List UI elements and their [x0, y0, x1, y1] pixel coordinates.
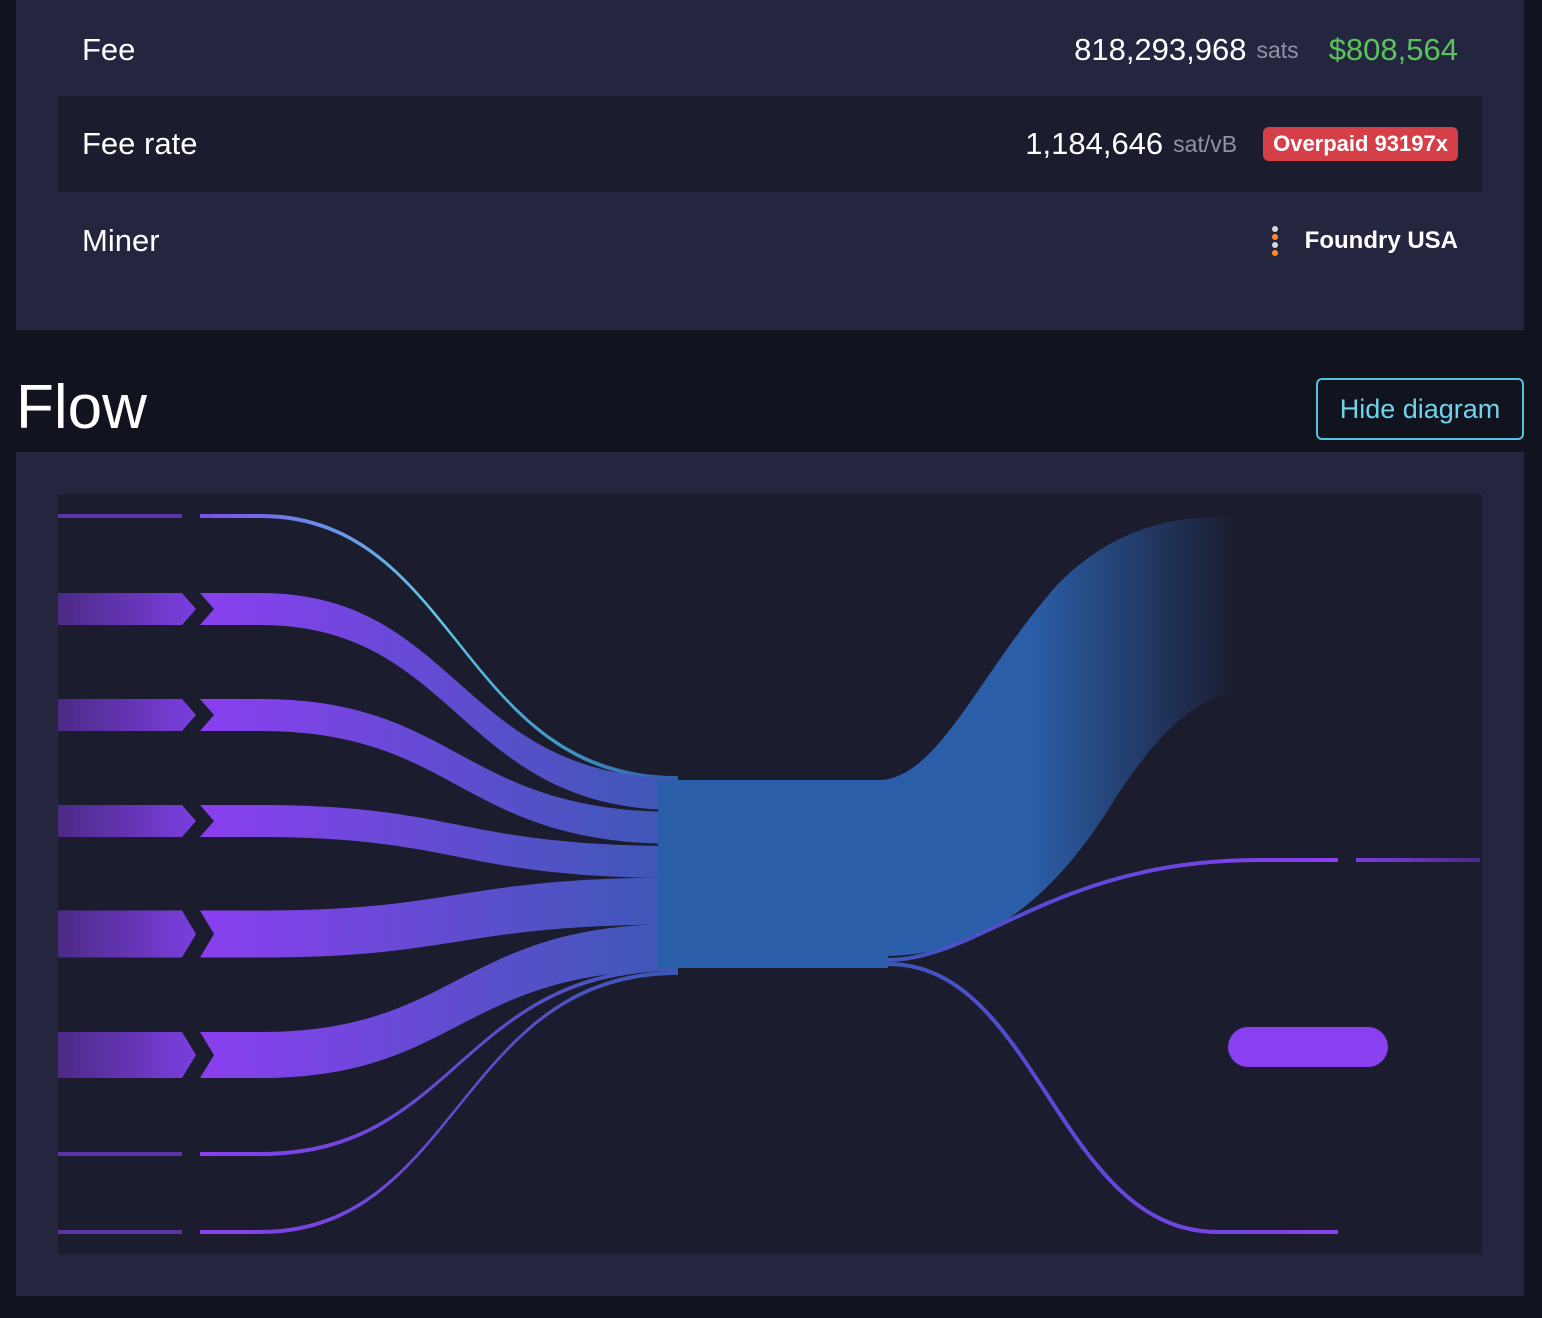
input-stub[interactable] — [58, 1152, 182, 1156]
miner-row: Miner Foundry USA — [58, 193, 1482, 289]
transaction-details-panel: Fee 818,293,968 sats $808,564 Fee rate 1… — [16, 0, 1524, 330]
fee-fiat-value[interactable]: $808,564 — [1328, 32, 1458, 67]
fee-sats-value: 818,293,968 — [1074, 32, 1247, 67]
transaction-hub[interactable] — [658, 780, 888, 968]
fee-rate-label: Fee rate — [82, 126, 198, 161]
fee-rate-value: 1,184,646 — [1025, 126, 1164, 161]
input-flow[interactable] — [200, 805, 678, 878]
op-return-output-flow[interactable] — [878, 516, 1238, 956]
fee-rate-values: 1,184,646 sat/vB Overpaid 93197x — [1025, 126, 1458, 162]
fee-rate-unit: sat/vB — [1173, 130, 1238, 157]
hide-diagram-button[interactable]: Hide diagram — [1316, 378, 1524, 440]
fee-values: 818,293,968 sats $808,564 — [1074, 32, 1458, 68]
input-flow[interactable] — [200, 514, 678, 780]
flow-diagram-canvas — [58, 494, 1482, 1254]
fee-label: Fee — [82, 32, 136, 67]
input-flow[interactable] — [200, 877, 678, 958]
input-flow[interactable] — [200, 699, 678, 844]
flow-diagram-svg — [58, 514, 1480, 1234]
input-stub[interactable] — [58, 1230, 182, 1234]
input-stub[interactable] — [58, 805, 196, 837]
input-stub[interactable] — [58, 910, 196, 958]
overpaid-badge: Overpaid 93197x — [1263, 127, 1458, 161]
input-flow[interactable] — [200, 924, 678, 1078]
output-flow[interactable] — [887, 858, 1338, 962]
fee-sats-unit: sats — [1256, 36, 1299, 63]
miner-name: Foundry USA — [1304, 227, 1458, 254]
fee-output-pill[interactable] — [1228, 1027, 1388, 1067]
output-stub[interactable] — [1356, 858, 1480, 862]
flow-section-title: Flow — [16, 373, 147, 442]
fee-rate-row: Fee rate 1,184,646 sat/vB Overpaid 93197… — [58, 96, 1482, 192]
input-flow[interactable] — [200, 593, 678, 810]
fee-row: Fee 818,293,968 sats $808,564 — [58, 2, 1482, 98]
miner-label: Miner — [82, 223, 160, 258]
foundry-logo-icon — [1271, 226, 1278, 256]
input-stub[interactable] — [58, 593, 196, 625]
miner-link[interactable]: Foundry USA — [1265, 225, 1458, 257]
input-stub[interactable] — [58, 1032, 196, 1078]
input-stub[interactable] — [58, 699, 196, 731]
input-stub[interactable] — [58, 514, 182, 518]
output-flow[interactable] — [887, 962, 1338, 1234]
